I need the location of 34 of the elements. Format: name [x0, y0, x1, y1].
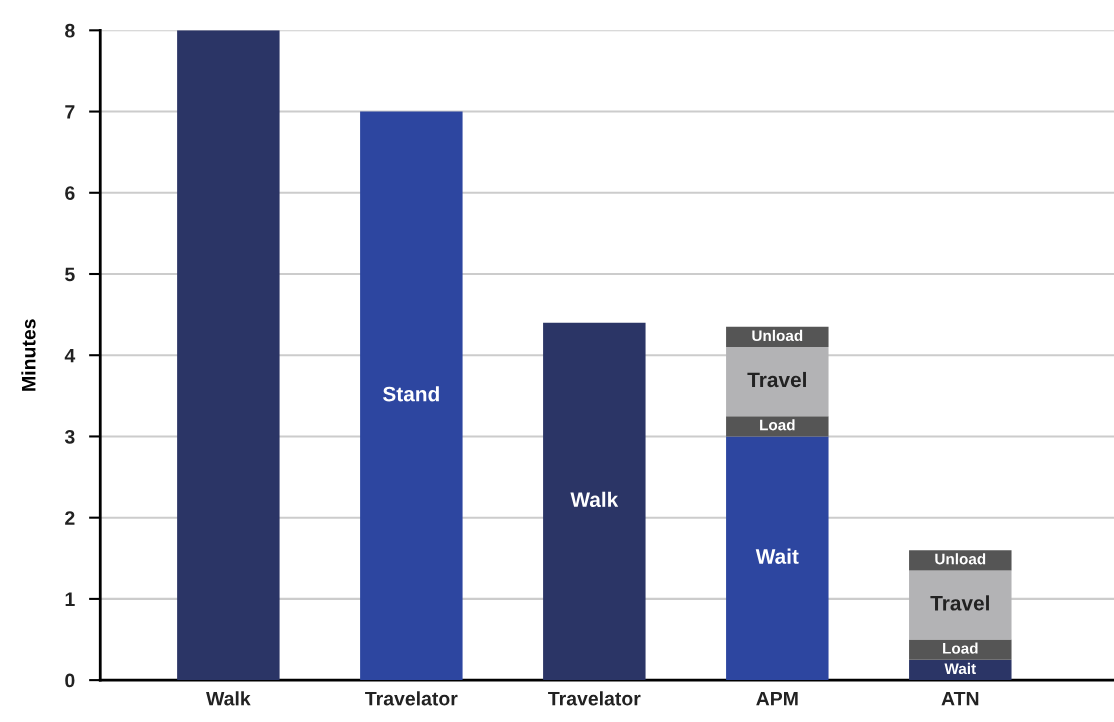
data-label: Stand: [383, 386, 439, 402]
bar: [726, 436, 829, 681]
y-axis-title: Minutes: [21, 319, 36, 391]
x-tick-label: Travelator: [365, 691, 458, 706]
x-tick-label: Walk: [206, 691, 251, 706]
bar: [726, 347, 829, 417]
bar: [360, 111, 463, 681]
y-tick-label: 5: [65, 267, 75, 282]
bar: [909, 570, 1012, 640]
x-tick-label: APM: [756, 691, 798, 706]
bar: [909, 659, 1012, 681]
y-tick-label: 6: [65, 186, 75, 201]
x-tick-label: Travelator: [548, 691, 641, 706]
y-tick-label: 2: [65, 511, 75, 525]
data-label: Unload: [935, 553, 986, 565]
bar: [177, 30, 280, 681]
bar: [726, 416, 829, 437]
data-label: Wait: [755, 548, 799, 564]
data-label: Travel: [747, 371, 806, 388]
y-tick-label: 0: [65, 673, 75, 688]
data-label: Unload: [752, 329, 803, 342]
y-tick-label: 8: [65, 23, 75, 38]
y-tick-label: 7: [65, 105, 75, 119]
y-tick-label: 3: [64, 429, 75, 444]
data-label: Load: [760, 419, 795, 431]
data-label: Walk: [570, 491, 619, 508]
y-tick-label: 1: [65, 592, 75, 606]
data-label: Travel: [930, 595, 989, 611]
x-tick-label: ATN: [941, 691, 979, 706]
y-tick-label: 4: [64, 348, 76, 363]
data-label: Wait: [944, 662, 976, 675]
bar: [543, 322, 646, 681]
bar: [909, 639, 1012, 660]
data-label: Load: [943, 642, 978, 654]
